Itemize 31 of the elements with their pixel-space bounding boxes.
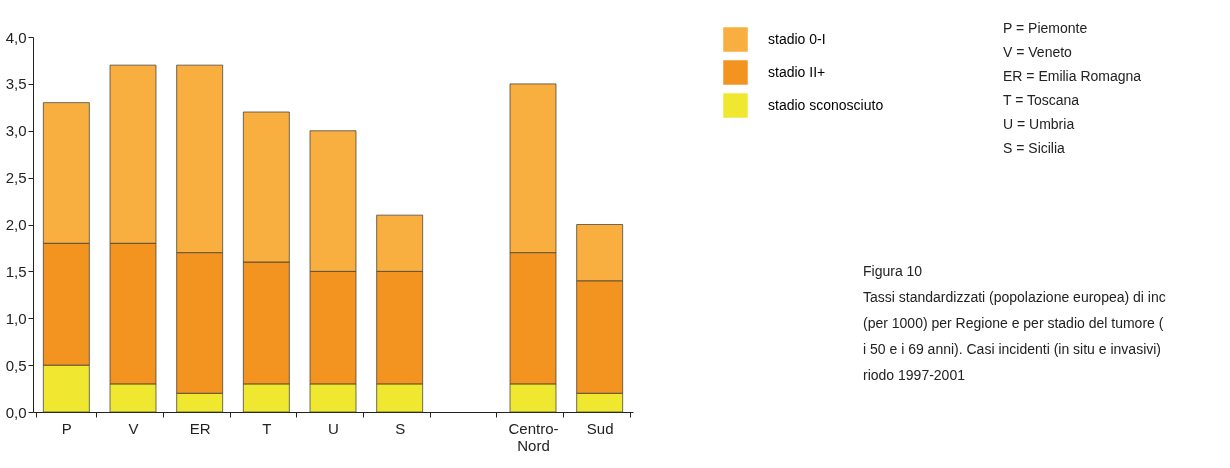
x-tick-label: T: [262, 419, 272, 437]
text: V = Veneto: [1003, 44, 1073, 60]
legend-label: stadio II+: [768, 63, 826, 80]
y-tick-label: 2,5: [5, 169, 27, 187]
text: P = Piemonte: [1003, 20, 1088, 36]
x-tick-label: P: [61, 419, 72, 437]
text: Tassi standardizzati (popolazione europea) di inc: [863, 289, 1166, 305]
x-tick-label: Sud: [586, 419, 614, 437]
text: Figura 10: [863, 263, 923, 279]
text: U = Umbria: [1003, 116, 1075, 132]
y-tick-label: 0,0: [5, 403, 27, 421]
text: riodo 1997-2001: [863, 367, 966, 383]
x-tick-label: ER: [189, 419, 211, 437]
y-tick-label: 3,5: [5, 75, 27, 93]
y-tick-label: 2,0: [5, 216, 27, 233]
text: S = Sicilia: [1003, 140, 1066, 156]
x-tick-label: Centro-Nord: [508, 419, 559, 454]
text: T = Toscana: [1003, 92, 1080, 108]
y-tick-label: 3,0: [5, 122, 27, 140]
text: i 50 e i 69 anni). Casi incidenti (in situ e invasivi): [863, 341, 1162, 357]
y-tick-label: 1,0: [5, 309, 27, 327]
legend-label: stadio 0-I: [768, 30, 826, 47]
y-tick-label: 1,5: [5, 262, 27, 280]
text: ER = Emilia Romagna: [1003, 68, 1142, 84]
x-tick-label: U: [328, 419, 339, 437]
text: (per 1000) per Regione e per stadio del tumore (: [863, 315, 1164, 331]
y-tick-label: 0,5: [5, 356, 27, 374]
y-tick-label: 4,0: [5, 28, 27, 46]
legend-label: stadio sconosciuto: [768, 96, 884, 113]
x-tick-label: S: [395, 419, 406, 437]
x-tick-label: V: [128, 419, 139, 437]
